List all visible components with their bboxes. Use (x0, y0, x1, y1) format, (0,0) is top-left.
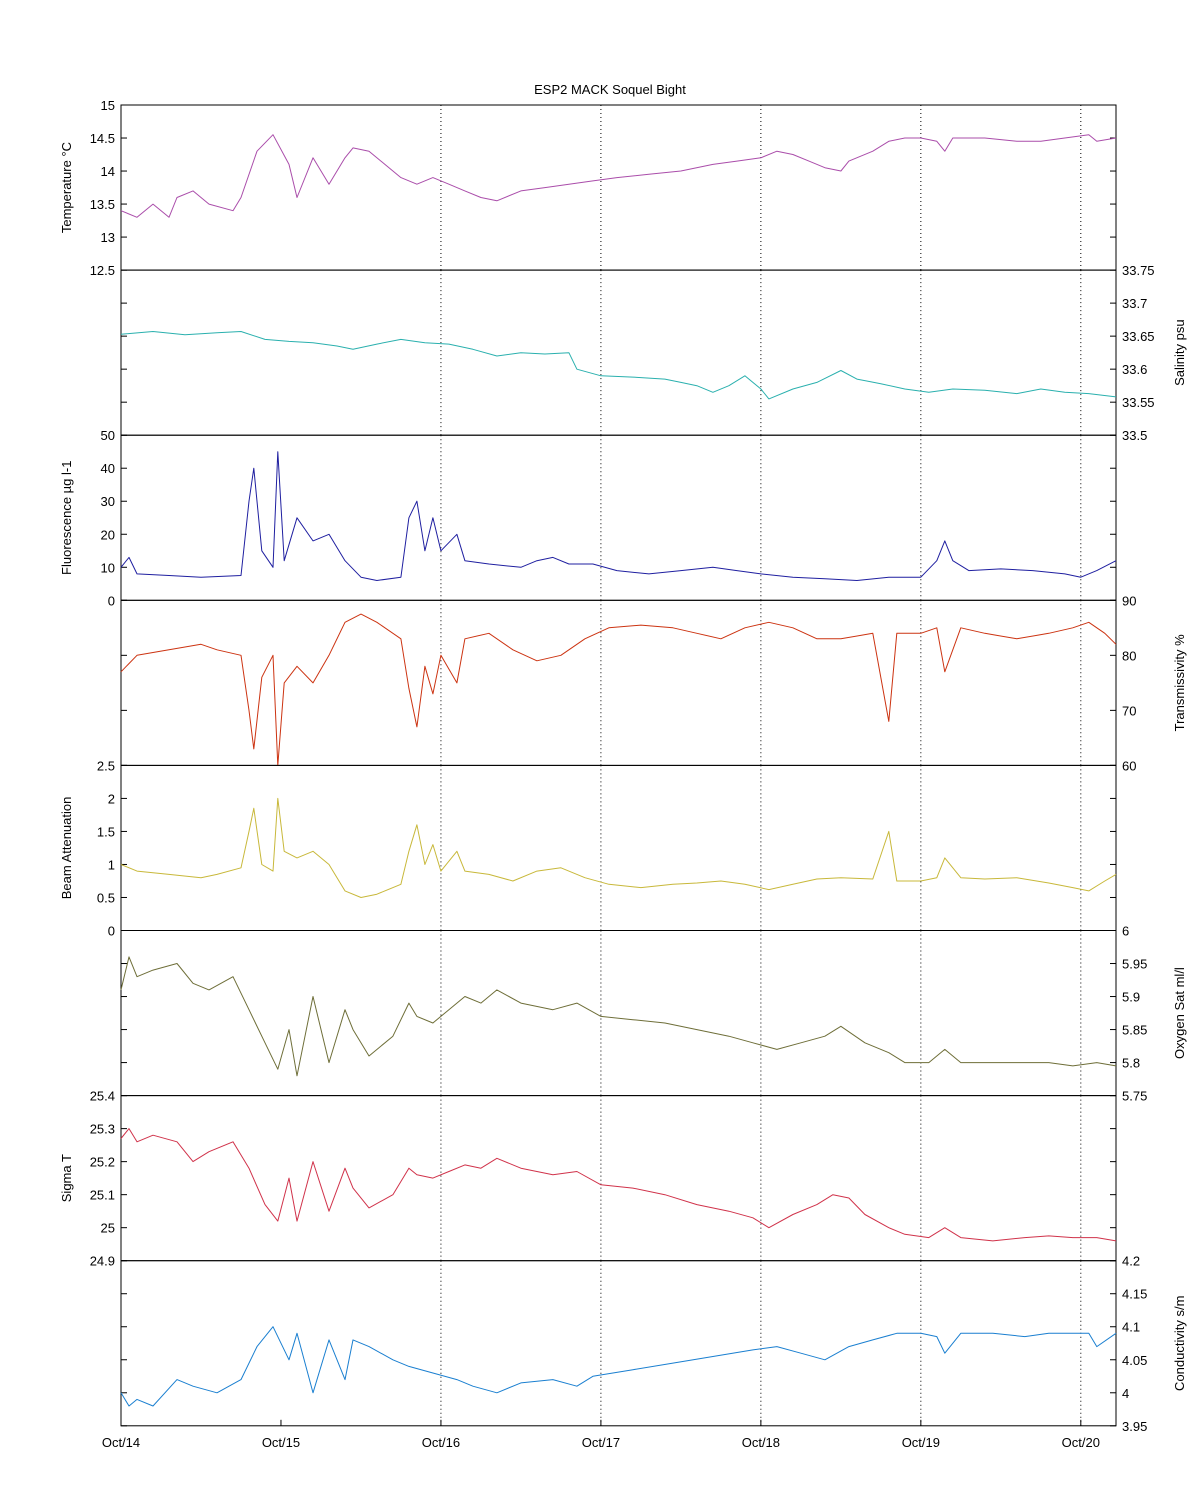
y-axis-label-oxygen-sat: Oxygen Sat ml/l (1172, 967, 1187, 1059)
y-tick-label: 25.3 (90, 1122, 115, 1137)
y-tick-label: 3.95 (1122, 1419, 1147, 1434)
panel-conductivity: 3.95 4 4.05 4.1 4.15 4.2 Conductivity s/m (120, 1254, 1187, 1434)
y-tick-label: 0 (108, 924, 115, 939)
y-tick-label: 4.15 (1122, 1287, 1147, 1302)
panel-frame (120, 269, 1117, 436)
y-tick-label: 90 (1122, 593, 1136, 608)
y-tick-label: 25 (101, 1221, 115, 1236)
y-tick-label: 4 (1122, 1386, 1129, 1401)
y-tick-label: 0.5 (97, 890, 115, 905)
y-tick-label: 5.8 (1122, 1056, 1140, 1071)
y-tick-label: 5.95 (1122, 957, 1147, 972)
y-tick-label: 40 (101, 461, 115, 476)
y-tick-label: 13.5 (90, 197, 115, 212)
y-tick-label: 20 (101, 527, 115, 542)
y-tick-label: 4.1 (1122, 1320, 1140, 1335)
x-tick-label: Oct/18 (742, 1435, 780, 1450)
y-tick-label: 1.5 (97, 824, 115, 839)
y-tick-label: 6 (1122, 924, 1129, 939)
x-tick-label: Oct/15 (262, 1435, 300, 1450)
y-tick-label: 2 (108, 791, 115, 806)
series-line-beam-attenuation (120, 797, 1117, 898)
y-tick-label: 33.6 (1122, 362, 1147, 377)
y-axis-label-fluorescence: Fluorescence µg l-1 (59, 461, 74, 575)
y-axis-label-salinity: Salinity psu (1172, 319, 1187, 385)
x-tick-label: Oct/16 (422, 1435, 460, 1450)
y-tick-label: 14.5 (90, 131, 115, 146)
y-tick-label: 33.65 (1122, 329, 1155, 344)
chart-title: ESP2 MACK Soquel Bight (534, 82, 686, 97)
panel-frame (120, 104, 1117, 271)
y-tick-label: 14 (101, 164, 115, 179)
y-tick-label: 60 (1122, 758, 1136, 773)
y-axis-label-transmissivity: Transmissivity % (1172, 634, 1187, 731)
y-tick-label: 70 (1122, 703, 1136, 718)
x-tick-label: Oct/17 (582, 1435, 620, 1450)
x-axis: Oct/14 Oct/15 Oct/16 Oct/17 Oct/18 Oct/19 Oct/… (102, 1419, 1100, 1450)
x-tick-label: Oct/20 (1062, 1435, 1100, 1450)
panel-frame (120, 1260, 1117, 1427)
series-line-temperature (120, 134, 1117, 218)
y-tick-label: 80 (1122, 648, 1136, 663)
panel-frame (120, 1095, 1117, 1262)
series-line-salinity (120, 331, 1117, 400)
y-tick-label: 24.9 (90, 1254, 115, 1269)
panel-fluorescence: 0 10 20 30 40 50 Fluorescence µg l-1 (59, 428, 1117, 608)
y-tick-label: 0 (108, 593, 115, 608)
panel-frame (120, 930, 1117, 1097)
series-line-transmissivity (120, 613, 1117, 766)
y-tick-label: 50 (101, 428, 115, 443)
y-tick-label: 33.55 (1122, 395, 1155, 410)
series-line-sigma-t (120, 1128, 1117, 1242)
panel-beam-attenuation: 0 0.5 1 1.5 2 2.5 Beam Attenuation (59, 758, 1117, 939)
y-tick-label: 5.75 (1122, 1089, 1147, 1104)
series-line-fluorescence (120, 451, 1117, 581)
y-tick-label: 10 (101, 560, 115, 575)
x-tick-label: Oct/14 (102, 1435, 140, 1450)
y-tick-label: 33.75 (1122, 263, 1155, 278)
y-tick-label: 12.5 (90, 263, 115, 278)
y-tick-label: 25.4 (90, 1089, 115, 1104)
y-axis-label-temperature: Temperature °C (59, 142, 74, 233)
y-tick-label: 25.1 (90, 1188, 115, 1203)
panel-oxygen-sat: 5.75 5.8 5.85 5.9 5.95 6 Oxygen Sat ml/l (120, 924, 1187, 1104)
y-axis-label-sigma-t: Sigma T (59, 1154, 74, 1202)
panel-frame (120, 764, 1117, 932)
y-tick-label: 2.5 (97, 758, 115, 773)
panel-salinity: 33.5 33.55 33.6 33.65 33.7 33.75 Salinity psu (120, 263, 1187, 443)
y-tick-label: 13 (101, 230, 115, 245)
y-tick-label: 30 (101, 494, 115, 509)
series-line-oxygen-sat (120, 956, 1117, 1077)
y-tick-label: 1 (108, 857, 115, 872)
y-tick-label: 15 (101, 98, 115, 113)
y-tick-label: 33.7 (1122, 296, 1147, 311)
series-line-conductivity (120, 1326, 1117, 1407)
panel-temperature: 12.5 13 13.5 14 14.5 15 Temperature °C (59, 98, 1117, 278)
panel-transmissivity: 60 70 80 90 Transmissivity % (120, 593, 1187, 773)
y-axis-label-beam-attenuation: Beam Attenuation (59, 797, 74, 900)
y-tick-label: 25.2 (90, 1155, 115, 1170)
panel-frame (120, 434, 1117, 601)
y-tick-label: 5.85 (1122, 1023, 1147, 1038)
panel-frame (120, 599, 1117, 766)
y-tick-label: 4.05 (1122, 1353, 1147, 1368)
y-tick-label: 4.2 (1122, 1254, 1140, 1269)
y-axis-label-conductivity: Conductivity s/m (1172, 1296, 1187, 1391)
y-tick-label: 5.9 (1122, 990, 1140, 1005)
x-tick-label: Oct/19 (902, 1435, 940, 1450)
panel-sigma-t: 24.9 25 25.1 25.2 25.3 25.4 Sigma T (59, 1089, 1117, 1269)
y-tick-label: 33.5 (1122, 428, 1147, 443)
